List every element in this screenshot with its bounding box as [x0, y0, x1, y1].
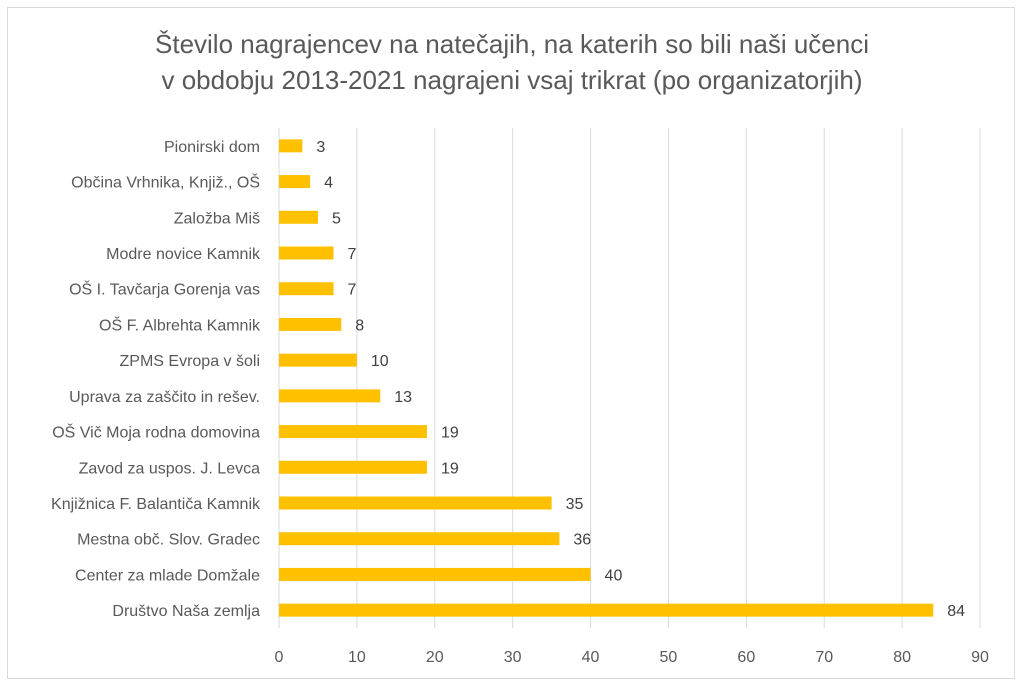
category-label: Založba Miš	[174, 210, 260, 227]
category-label: Mestna obč. Slov. Gradec	[77, 532, 260, 549]
bar	[279, 246, 334, 260]
x-tick-label: 60	[737, 649, 755, 666]
data-label: 3	[316, 139, 325, 156]
bar	[279, 175, 311, 189]
bar	[279, 425, 427, 439]
x-tick-label: 20	[426, 649, 444, 666]
data-label: 19	[441, 460, 459, 477]
category-label: OŠ I. Tavčarja Gorenja vas	[69, 280, 260, 299]
bar	[279, 532, 560, 546]
chart-title-line-2: v obdobju 2013-2021 nagrajeni vsaj trikr…	[161, 65, 863, 95]
x-tick-label: 0	[275, 649, 284, 666]
category-label: Pionirski dom	[164, 139, 260, 156]
category-label: OŠ Vič Moja rodna domovina	[52, 423, 260, 442]
data-label: 13	[394, 389, 412, 406]
data-label: 7	[348, 246, 357, 263]
data-label: 36	[573, 532, 591, 549]
data-label: 84	[947, 603, 965, 620]
x-tick-label: 50	[660, 649, 678, 666]
bar	[279, 603, 934, 617]
data-label: 10	[371, 353, 389, 370]
x-tick-label: 10	[348, 649, 366, 666]
x-tick-label: 90	[971, 649, 989, 666]
category-label: ZPMS Evropa v šoli	[120, 353, 260, 370]
bar	[279, 460, 427, 474]
bar	[279, 317, 342, 331]
bar	[279, 139, 303, 153]
x-tick-label: 40	[582, 649, 600, 666]
chart-frame	[7, 7, 1015, 679]
data-label: 19	[441, 425, 459, 442]
data-label: 40	[605, 567, 623, 584]
data-label: 7	[348, 282, 357, 299]
chart-title-line-1: Število nagrajencev na natečajih, na kat…	[155, 29, 869, 59]
category-label: Društvo Naša zemlja	[112, 603, 260, 620]
chart-title: Število nagrajencev na natečajih, na kat…	[0, 26, 1024, 98]
category-label: Modre novice Kamnik	[106, 246, 261, 263]
category-label: Občina Vrhnika, Knjiž., OŠ	[71, 173, 260, 192]
category-label: Uprava za zaščito in rešev.	[69, 389, 260, 406]
x-tick-label: 30	[504, 649, 522, 666]
category-label: Knjižnica F. Balantiča Kamnik	[51, 496, 261, 513]
x-tick-label: 70	[815, 649, 833, 666]
bar	[279, 567, 591, 581]
bar	[279, 389, 381, 403]
bar	[279, 353, 357, 367]
category-label: Center za mlade Domžale	[75, 567, 260, 584]
data-label: 35	[566, 496, 584, 513]
bar	[279, 496, 552, 510]
category-label: Zavod za uspos. J. Levca	[79, 460, 261, 477]
category-label: OŠ F. Albrehta Kamnik	[99, 315, 261, 334]
data-label: 5	[332, 210, 341, 227]
x-tick-label: 80	[893, 649, 911, 666]
data-label: 8	[355, 317, 364, 334]
data-label: 4	[324, 175, 333, 192]
bar	[279, 282, 334, 296]
bar	[279, 210, 318, 224]
